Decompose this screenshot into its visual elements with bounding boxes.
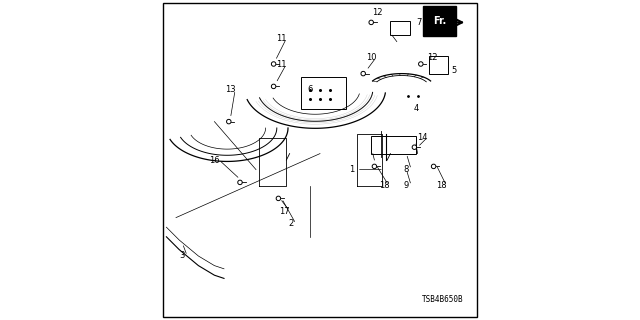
Text: 12: 12: [372, 8, 383, 17]
Bar: [429, 56, 448, 74]
Text: 13: 13: [225, 85, 236, 94]
Text: 16: 16: [209, 156, 220, 164]
Text: 10: 10: [366, 53, 376, 62]
Text: 14: 14: [417, 133, 428, 142]
Text: 2: 2: [289, 220, 294, 228]
Text: 9: 9: [404, 181, 409, 190]
Text: 11: 11: [276, 60, 287, 68]
Text: 8: 8: [404, 165, 409, 174]
Text: 3: 3: [180, 252, 185, 260]
Text: TSB4B650B: TSB4B650B: [422, 295, 464, 304]
Text: 17: 17: [280, 207, 290, 216]
Text: Fr.: Fr.: [433, 16, 447, 26]
Text: 5: 5: [452, 66, 457, 75]
Bar: [301, 77, 346, 109]
Text: 12: 12: [427, 53, 437, 62]
Text: 18: 18: [436, 181, 447, 190]
Text: 6: 6: [308, 85, 313, 94]
Bar: [371, 136, 416, 154]
Text: Fr.: Fr.: [433, 16, 447, 26]
Text: 11: 11: [276, 34, 287, 43]
Text: 7: 7: [417, 18, 422, 27]
Text: 18: 18: [379, 181, 389, 190]
Text: 4: 4: [413, 104, 419, 113]
FancyBboxPatch shape: [163, 3, 477, 317]
Text: 1: 1: [349, 165, 355, 174]
Bar: [390, 21, 410, 35]
